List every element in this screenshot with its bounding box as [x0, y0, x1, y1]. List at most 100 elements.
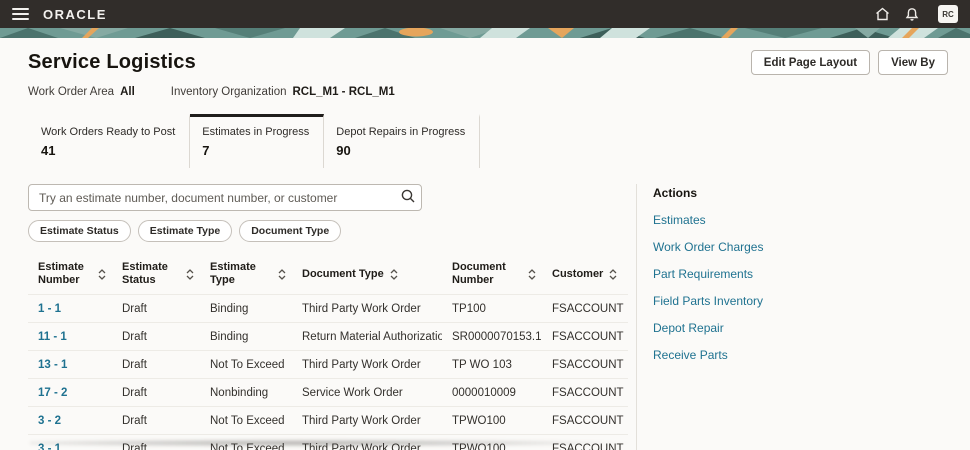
chip-document-type[interactable]: Document Type	[239, 220, 342, 242]
tabbar: Work Orders Ready to Post 41 Estimates i…	[28, 114, 948, 168]
estimate-number-link[interactable]: 1 - 1	[38, 302, 62, 315]
page-title: Service Logistics	[28, 51, 196, 73]
column-header-estimate-status[interactable]: Estimate Status	[112, 254, 200, 294]
bell-icon	[905, 7, 919, 21]
estimate-type-cell: Binding	[210, 330, 249, 343]
table-row: 1 - 1 Draft Binding Third Party Work Ord…	[28, 294, 628, 322]
search-button[interactable]	[400, 188, 416, 207]
estimates-table: Estimate Number Estimate Status	[28, 254, 628, 450]
tab-label: Work Orders Ready to Post	[41, 126, 176, 138]
tab-label: Depot Repairs in Progress	[336, 126, 466, 138]
estimate-type-cell: Binding	[210, 302, 249, 315]
estimate-number-link[interactable]: 17 - 2	[38, 386, 68, 399]
document-number-cell: TPWO100	[452, 442, 506, 450]
action-link-depot-repair[interactable]: Depot Repair	[653, 321, 724, 335]
work-order-area-label: Work Order Area	[28, 86, 115, 98]
estimate-status-cell: Draft	[122, 358, 147, 371]
search-icon	[401, 189, 415, 203]
document-type-cell: Third Party Work Order	[302, 442, 421, 450]
column-header-document-type[interactable]: Document Type	[292, 261, 442, 288]
inventory-organization-label: Inventory Organization	[170, 86, 287, 98]
estimates-panel: Estimate Status Estimate Type Document T…	[28, 184, 628, 450]
action-link-part-requirements[interactable]: Part Requirements	[653, 267, 754, 281]
table-row: 13 - 1 Draft Not To Exceed Third Party W…	[28, 350, 628, 378]
document-number-cell: TP WO 103	[452, 358, 512, 371]
tab-work-orders-ready-to-post[interactable]: Work Orders Ready to Post 41	[28, 114, 191, 168]
estimate-status-cell: Draft	[122, 442, 147, 450]
content: Estimate Status Estimate Type Document T…	[28, 184, 948, 450]
notifications-button[interactable]	[905, 7, 919, 22]
home-button[interactable]	[875, 7, 890, 21]
action-link-receive-parts[interactable]: Receive Parts	[653, 348, 728, 362]
view-by-button[interactable]: View By	[878, 50, 948, 75]
avatar[interactable]: RC	[938, 5, 958, 23]
action-link-estimates[interactable]: Estimates	[653, 213, 706, 227]
actions-panel: Actions Estimates Work Order Charges Par…	[653, 184, 763, 450]
search-wrap	[28, 184, 422, 211]
filter-chip-row: Estimate Status Estimate Type Document T…	[28, 220, 628, 242]
home-icon	[876, 7, 889, 21]
actions-title: Actions	[653, 186, 698, 200]
edit-page-layout-button[interactable]: Edit Page Layout	[750, 50, 871, 75]
context-row: Work Order Area All Inventory Organizati…	[28, 86, 948, 98]
estimate-number-link[interactable]: 13 - 1	[38, 358, 68, 371]
tab-estimates-in-progress[interactable]: Estimates in Progress 7	[190, 114, 325, 168]
page-head: Service Logistics Edit Page Layout View …	[28, 50, 948, 75]
column-header-estimate-type[interactable]: Estimate Type	[200, 254, 292, 294]
action-link-work-order-charges[interactable]: Work Order Charges	[653, 240, 764, 254]
table-header: Estimate Number Estimate Status	[28, 254, 628, 294]
sort-icon	[186, 268, 194, 280]
table-row: 3 - 2 Draft Not To Exceed Third Party Wo…	[28, 406, 628, 434]
column-header-estimate-number[interactable]: Estimate Number	[28, 254, 112, 294]
document-type-cell: Third Party Work Order	[302, 358, 421, 371]
customer-cell: FSACCOUNT	[552, 386, 624, 399]
banner-art	[0, 28, 970, 38]
document-number-cell: 0000010009	[452, 386, 516, 399]
vertical-divider	[636, 184, 637, 450]
document-type-cell: Return Material Authorization	[302, 330, 442, 343]
estimate-type-cell: Not To Exceed	[210, 358, 285, 371]
tab-depot-repairs-in-progress[interactable]: Depot Repairs in Progress 90	[324, 114, 481, 168]
customer-cell: FSACCOUNT	[552, 302, 624, 315]
tab-label: Estimates in Progress	[202, 126, 310, 138]
sort-icon	[390, 268, 398, 280]
customer-cell: FSACCOUNT	[552, 330, 624, 343]
customer-cell: FSACCOUNT	[552, 358, 624, 371]
topbar: ORACLE RC	[0, 0, 970, 28]
estimate-status-cell: Draft	[122, 302, 147, 315]
sort-icon	[609, 268, 617, 280]
sort-icon	[278, 268, 286, 280]
document-type-cell: Third Party Work Order	[302, 414, 421, 427]
oracle-logo[interactable]: ORACLE	[43, 6, 107, 22]
sort-icon	[528, 268, 536, 280]
table-row: 17 - 2 Draft Nonbinding Service Work Ord…	[28, 378, 628, 406]
document-type-cell: Third Party Work Order	[302, 302, 421, 315]
estimate-number-link[interactable]: 11 - 1	[38, 330, 67, 343]
action-link-field-parts-inventory[interactable]: Field Parts Inventory	[653, 294, 764, 308]
inventory-organization-value[interactable]: RCL_M1 - RCL_M1	[292, 86, 395, 98]
tab-count: 90	[336, 143, 351, 158]
chip-estimate-status[interactable]: Estimate Status	[28, 220, 131, 242]
column-header-document-number[interactable]: Document Number	[442, 254, 542, 294]
tab-count: 41	[41, 143, 56, 158]
estimate-type-cell: Not To Exceed	[210, 414, 285, 427]
hamburger-menu-button[interactable]	[12, 8, 29, 20]
document-number-cell: TP100	[452, 302, 486, 315]
column-header-customer[interactable]: Customer	[542, 261, 628, 288]
table-row: 3 - 1 Draft Not To Exceed Third Party Wo…	[28, 434, 628, 450]
topbar-right: RC	[875, 5, 958, 23]
tab-count: 7	[202, 143, 210, 158]
search-input[interactable]	[28, 184, 422, 211]
estimate-status-cell: Draft	[122, 386, 147, 399]
estimate-number-link[interactable]: 3 - 2	[38, 414, 62, 427]
table-row: 11 - 1 Draft Binding Return Material Aut…	[28, 322, 628, 350]
document-type-cell: Service Work Order	[302, 386, 403, 399]
chip-estimate-type[interactable]: Estimate Type	[137, 220, 233, 242]
estimate-type-cell: Nonbinding	[210, 386, 269, 399]
customer-cell: FSACCOUNT	[552, 414, 624, 427]
document-number-cell: TPWO100	[452, 414, 506, 427]
page: Service Logistics Edit Page Layout View …	[0, 50, 970, 450]
work-order-area-value[interactable]: All	[120, 86, 135, 98]
estimate-number-link[interactable]: 3 - 1	[38, 442, 62, 450]
customer-cell: FSACCOUNT	[552, 442, 624, 450]
